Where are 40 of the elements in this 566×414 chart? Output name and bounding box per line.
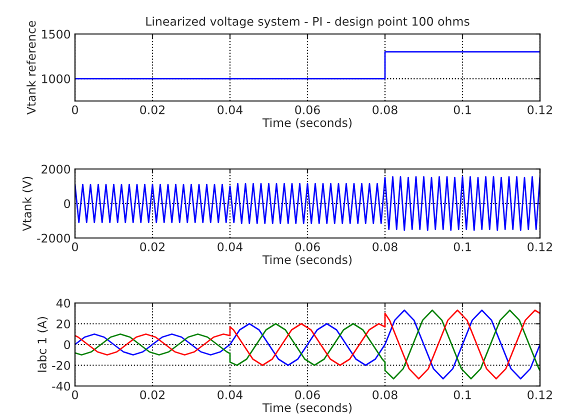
y-axis-title: Vtank (V) [22, 176, 33, 232]
x-tick-label: 0.02 [140, 242, 164, 252]
x-tick-label: 0 [72, 390, 78, 400]
y-tick-label: -40 [52, 382, 70, 391]
y-tick-label: 40 [56, 298, 70, 308]
x-tick-label: 0.06 [295, 242, 320, 252]
x-tick-label: 0.04 [218, 105, 242, 114]
y-axis-title: Iabc 1 (A) [37, 317, 48, 372]
x-tick-label: 0.1 [454, 105, 471, 114]
x-tick-label: 0.06 [295, 105, 320, 114]
line-series [75, 310, 540, 380]
x-tick-label: 0.12 [528, 242, 552, 252]
x-tick-label: 0.08 [372, 390, 398, 400]
line-series [75, 176, 540, 231]
y-axis-title: Vtank reference [26, 20, 36, 115]
x-tick-label: 0.12 [528, 390, 552, 400]
chart-title: Linearized voltage system - PI - design point 100 ohms [146, 16, 470, 28]
x-tick-label: 0.12 [528, 105, 552, 114]
x-tick-label: 0.08 [372, 242, 398, 252]
x-tick-label: 0.02 [140, 390, 164, 400]
x-tick-label: 0.1 [454, 242, 471, 252]
x-tick-label: 0.1 [454, 390, 471, 400]
x-axis-title: Time (seconds) [262, 254, 352, 266]
x-axis-title: Time (seconds) [262, 118, 352, 129]
y-tick-label: -2000 [37, 234, 70, 243]
y-tick-label: -20 [52, 360, 70, 370]
y-tick-label: 20 [56, 319, 70, 328]
x-axis-title: Time (seconds) [262, 402, 352, 414]
x-tick-label: 0.04 [218, 390, 242, 400]
y-tick-label: 0 [64, 199, 70, 208]
x-tick-label: 0.02 [140, 105, 164, 114]
x-tick-label: 0 [72, 105, 78, 114]
x-tick-label: 0.04 [218, 242, 242, 252]
x-tick-label: 0.06 [295, 390, 320, 400]
y-tick-label: 1500 [42, 30, 70, 39]
x-tick-label: 0.08 [372, 105, 398, 114]
y-tick-label: 0 [64, 340, 70, 350]
x-tick-label: 0 [72, 242, 78, 252]
y-tick-label: 1000 [42, 74, 70, 84]
y-tick-label: 2000 [42, 164, 70, 174]
